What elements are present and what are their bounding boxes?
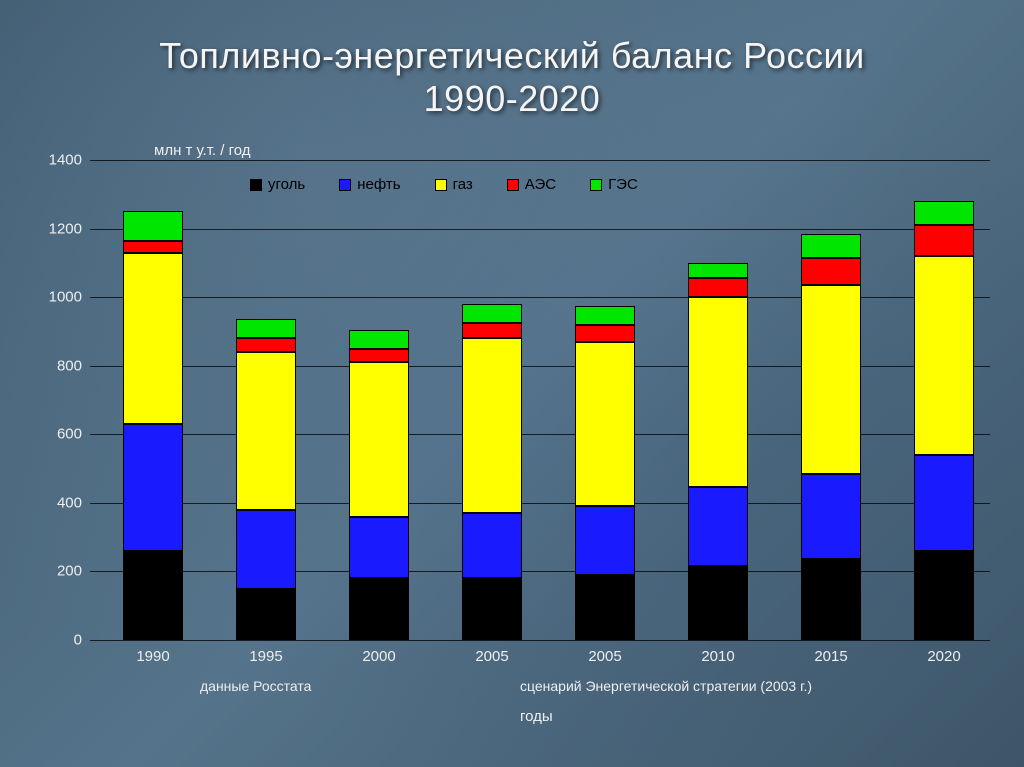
y-tick-label: 1200	[22, 220, 82, 237]
bar-seg-aes	[462, 323, 522, 338]
bar-seg-gas	[462, 338, 522, 513]
x-tick-label: 1990	[136, 648, 169, 665]
bar-seg-ges	[688, 263, 748, 278]
footnote-left: данные Росстата	[200, 678, 311, 694]
bar-seg-aes	[236, 338, 296, 352]
bar-seg-coal	[236, 589, 296, 640]
bar-seg-ges	[236, 319, 296, 338]
gridline	[90, 229, 990, 230]
bar-seg-gas	[349, 362, 409, 516]
y-tick-label: 400	[22, 494, 82, 511]
bar-seg-coal	[349, 578, 409, 640]
bar-seg-aes	[349, 349, 409, 363]
bar-seg-gas	[236, 352, 296, 510]
legend-label: уголь	[268, 176, 305, 193]
bar-seg-ges	[462, 304, 522, 323]
bar-seg-gas	[123, 253, 183, 424]
x-tick-label: 2010	[701, 648, 734, 665]
chart-title: Топливно-энергетический баланс России 19…	[0, 34, 1024, 120]
bar-seg-oil	[801, 474, 861, 560]
x-axis-label: годы	[520, 708, 553, 725]
bar-seg-aes	[914, 225, 974, 256]
legend-item-aes: АЭС	[507, 176, 556, 193]
legend-item-gas: газ	[435, 176, 473, 193]
bar-seg-aes	[801, 258, 861, 285]
chart-plot-area: угольнефтьгазАЭСГЭС 02004006008001000120…	[90, 160, 990, 640]
gridline	[90, 160, 990, 161]
legend-swatch	[435, 179, 447, 191]
title-line-1: Топливно-энергетический баланс России	[159, 35, 865, 76]
y-axis-subtitle: млн т у.т. / год	[154, 142, 251, 159]
legend-label: ГЭС	[608, 176, 638, 193]
legend-swatch	[590, 179, 602, 191]
legend-label: нефть	[357, 176, 400, 193]
bar-seg-coal	[462, 578, 522, 640]
legend: уголь нефть газ АЭС ГЭС	[250, 176, 638, 193]
bar-seg-oil	[575, 506, 635, 575]
bar-seg-oil	[236, 510, 296, 589]
y-tick-label: 800	[22, 357, 82, 374]
bar-seg-ges	[575, 306, 635, 325]
y-tick-label: 1000	[22, 289, 82, 306]
footnote-right: сценарий Энергетической стратегии (2003 …	[520, 678, 812, 694]
legend-swatch	[339, 179, 351, 191]
legend-label: АЭС	[525, 176, 556, 193]
bar-seg-oil	[349, 517, 409, 579]
bar-seg-gas	[801, 285, 861, 474]
bar-seg-oil	[462, 513, 522, 578]
bar-seg-ges	[349, 330, 409, 349]
bar-seg-aes	[575, 325, 635, 342]
bar-seg-gas	[688, 297, 748, 487]
legend-item-coal: уголь	[250, 176, 305, 193]
bar-seg-ges	[123, 211, 183, 240]
x-tick-label: 2015	[814, 648, 847, 665]
x-tick-label: 1995	[249, 648, 282, 665]
bar-seg-oil	[123, 424, 183, 551]
bar-seg-coal	[123, 551, 183, 640]
y-tick-label: 0	[22, 632, 82, 649]
x-tick-label: 2020	[927, 648, 960, 665]
legend-item-oil: нефть	[339, 176, 400, 193]
x-tick-label: 2005	[475, 648, 508, 665]
y-tick-label: 600	[22, 426, 82, 443]
y-tick-label: 1400	[22, 152, 82, 169]
gridline	[90, 640, 990, 641]
bar-seg-gas	[575, 342, 635, 507]
legend-swatch	[250, 179, 262, 191]
legend-swatch	[507, 179, 519, 191]
bar-seg-aes	[123, 241, 183, 253]
title-line-2: 1990-2020	[424, 78, 601, 119]
bar-seg-coal	[801, 559, 861, 640]
legend-label: газ	[453, 176, 473, 193]
bar-seg-ges	[801, 234, 861, 258]
bar-seg-aes	[688, 278, 748, 297]
bar-seg-ges	[914, 201, 974, 225]
bar-seg-oil	[914, 455, 974, 551]
y-tick-label: 200	[22, 563, 82, 580]
legend-item-ges: ГЭС	[590, 176, 638, 193]
bar-seg-gas	[914, 256, 974, 455]
x-tick-label: 2000	[362, 648, 395, 665]
bar-seg-coal	[688, 566, 748, 640]
x-tick-label: 2005	[588, 648, 621, 665]
bar-seg-oil	[688, 487, 748, 566]
bar-seg-coal	[575, 575, 635, 640]
bar-seg-coal	[914, 551, 974, 640]
